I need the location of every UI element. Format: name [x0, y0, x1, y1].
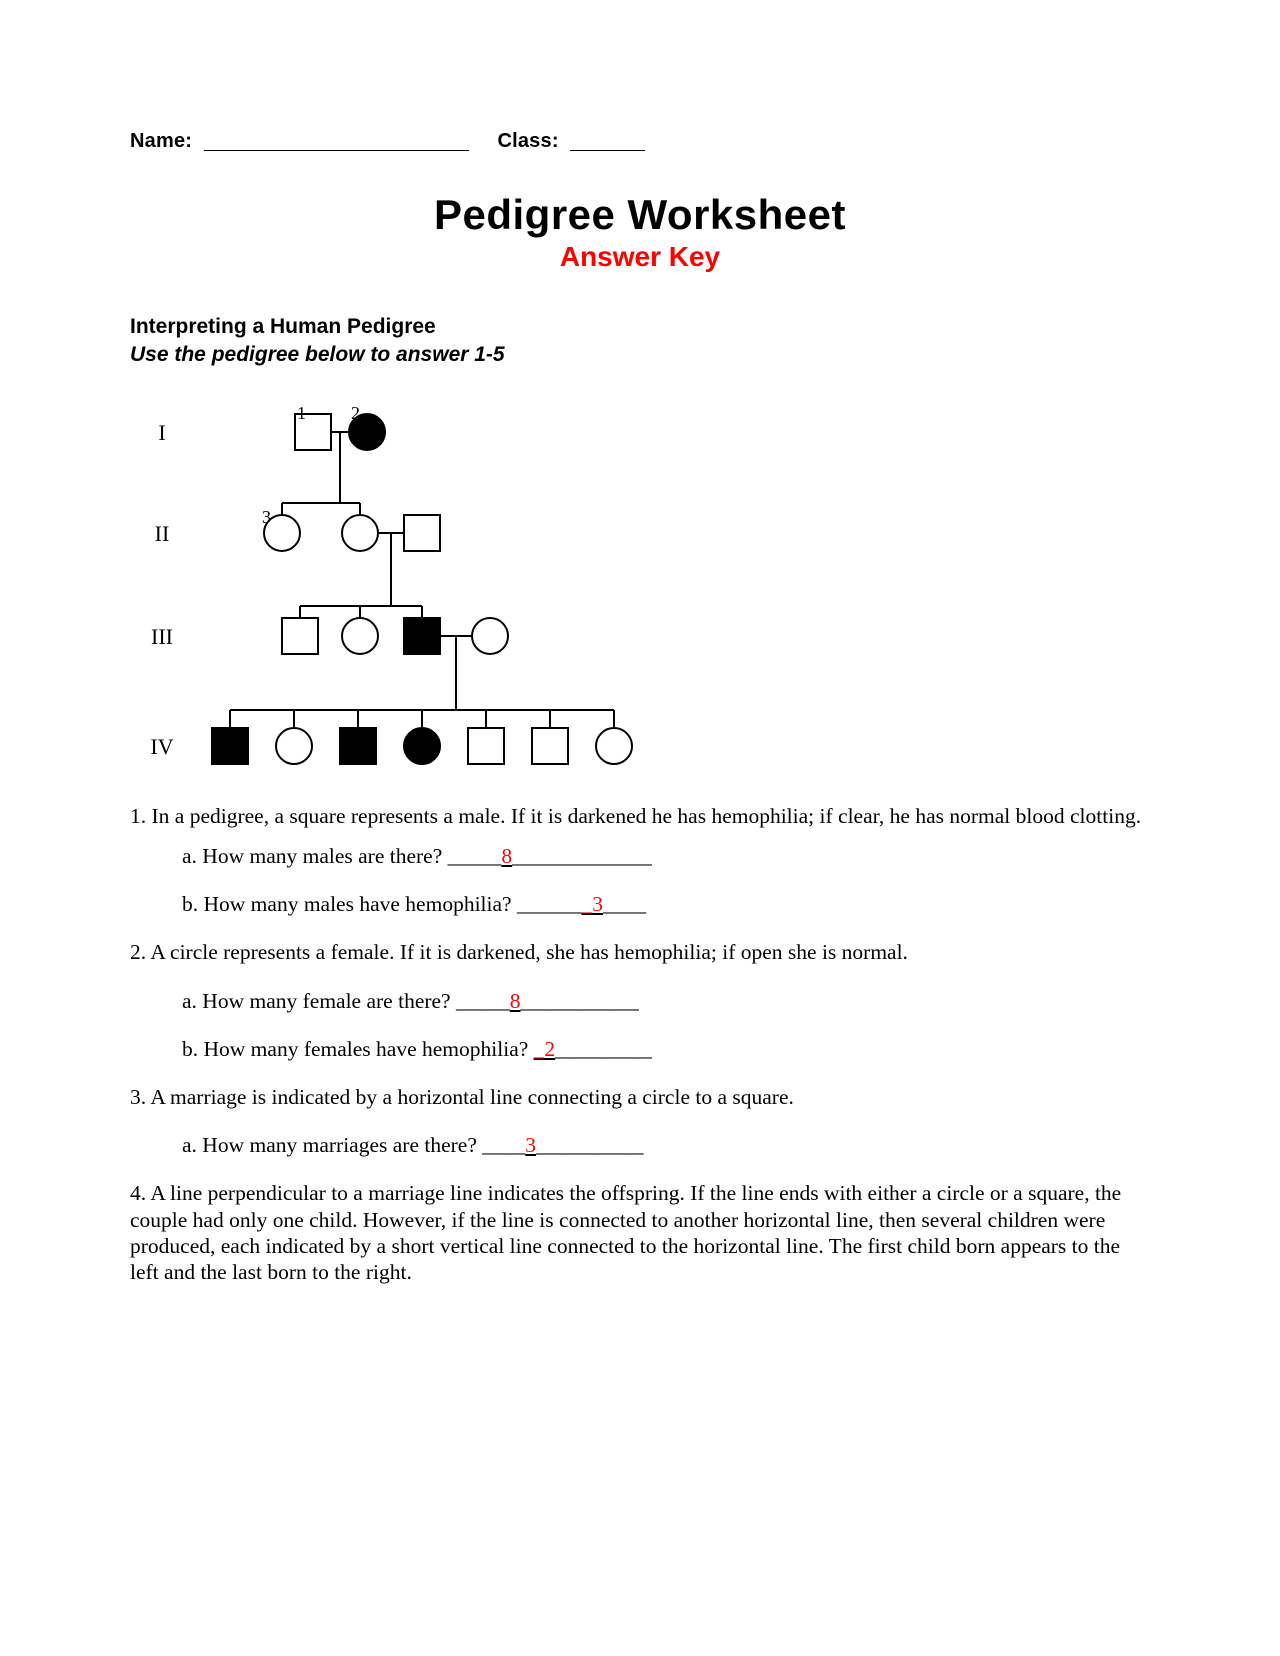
- answer-2a: 8: [510, 989, 521, 1013]
- title-block: Pedigree Worksheet Answer Key: [130, 191, 1150, 273]
- answer-2b: _2: [534, 1037, 556, 1061]
- svg-text:2: 2: [351, 403, 360, 423]
- svg-text:1: 1: [297, 403, 306, 423]
- answer-1a: 8: [501, 844, 512, 868]
- question-3: 3. A marriage is indicated by a horizont…: [130, 1084, 1150, 1110]
- svg-text:3: 3: [262, 507, 271, 527]
- pedigree-chart: 123IIIIIIIV: [110, 388, 1150, 793]
- page-subtitle: Answer Key: [130, 241, 1150, 273]
- name-label: Name:: [130, 130, 192, 152]
- svg-text:III: III: [151, 624, 173, 649]
- worksheet-header: Name: Class:: [130, 130, 1150, 153]
- question-2a: a. How many female are there? _____8____…: [130, 988, 1150, 1014]
- class-blank[interactable]: [570, 150, 645, 151]
- question-2: 2. A circle represents a female. If it i…: [130, 939, 1150, 965]
- question-2b: b. How many females have hemophilia? _2_…: [130, 1036, 1150, 1062]
- answer-3a: 3: [525, 1133, 536, 1157]
- question-1: 1. In a pedigree, a square represents a …: [130, 803, 1150, 829]
- svg-text:IV: IV: [150, 734, 173, 759]
- name-blank[interactable]: [204, 150, 469, 151]
- class-label: Class:: [497, 130, 558, 152]
- svg-text:II: II: [155, 521, 170, 546]
- answer-1b: _3: [581, 892, 603, 916]
- section-instruction: Use the pedigree below to answer 1-5: [130, 341, 1150, 369]
- question-1b: b. How many males have hemophilia? _____…: [130, 891, 1150, 917]
- section-heading: Interpreting a Human Pedigree Use the pe…: [130, 313, 1150, 370]
- svg-text:I: I: [158, 420, 165, 445]
- section-title: Interpreting a Human Pedigree: [130, 313, 1150, 341]
- question-4: 4. A line perpendicular to a marriage li…: [130, 1180, 1150, 1285]
- question-1a: a. How many males are there? _____8_____…: [130, 843, 1150, 869]
- question-3a: a. How many marriages are there? ____3__…: [130, 1132, 1150, 1158]
- page-title: Pedigree Worksheet: [130, 191, 1150, 239]
